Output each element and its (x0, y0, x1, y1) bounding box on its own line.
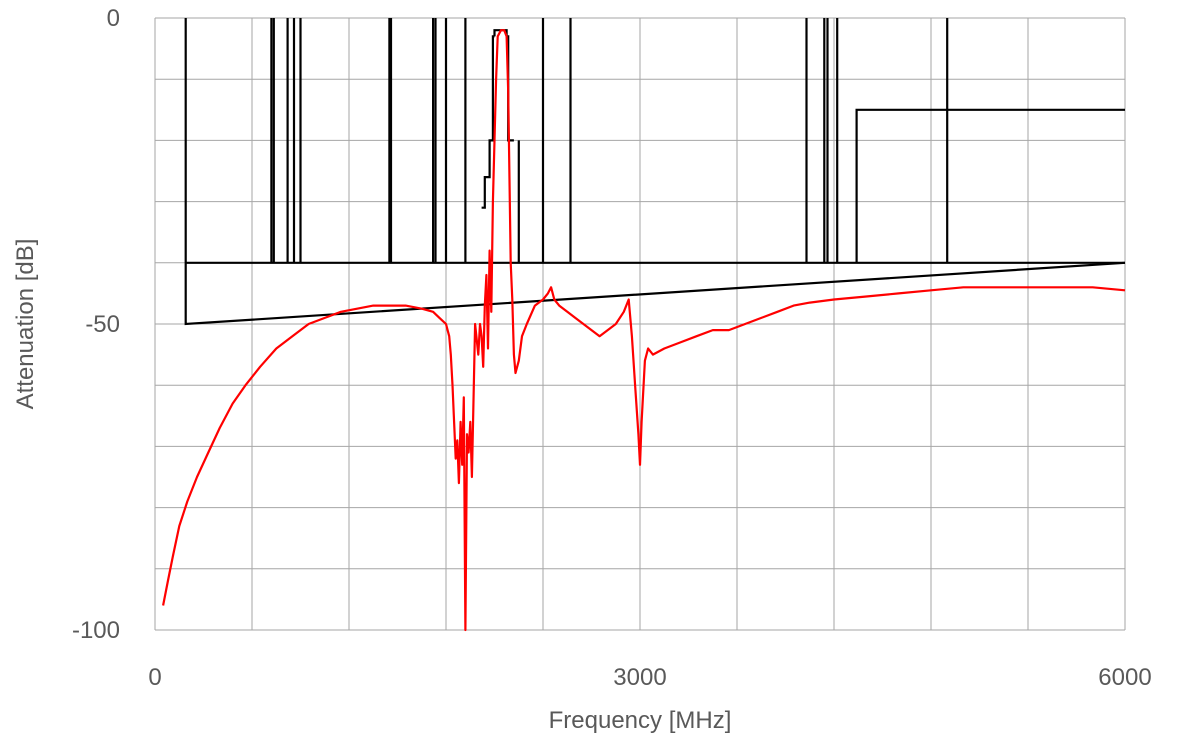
spec-mask-segment (855, 108, 1125, 263)
y-tick-label: -50 (85, 311, 120, 338)
measured-attenuation-line (162, 29, 1126, 632)
spec-mask-segment (481, 35, 495, 209)
y-axis-title: Attenuation [dB] (12, 239, 39, 410)
tick-labels: 0 3000 6000 0 -50 -100 (72, 5, 1152, 691)
spec-mask-segment (184, 18, 1126, 326)
x-tick-label: 3000 (613, 664, 666, 691)
x-tick-label: 0 (148, 664, 161, 691)
y-tick-label: -100 (72, 617, 120, 644)
x-tick-label: 6000 (1098, 664, 1151, 691)
plot-series (162, 18, 1126, 632)
y-tick-label: 0 (107, 5, 120, 32)
x-axis-title: Frequency [MHz] (549, 707, 732, 734)
